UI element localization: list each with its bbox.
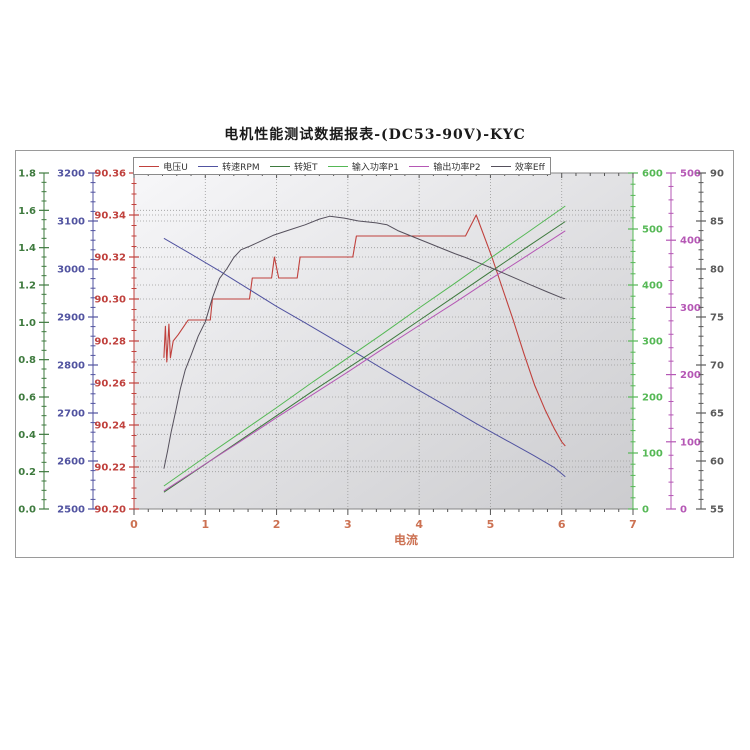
rpm-tick-label: 3100 — [57, 217, 85, 228]
series-p2 — [163, 230, 566, 492]
rpm-tick-label: 2700 — [57, 409, 85, 420]
rpm-tick-label: 2800 — [57, 361, 85, 372]
voltage-tick-label: 90.34 — [94, 211, 126, 222]
torque-tick-label: 0.2 — [18, 467, 36, 478]
x-tick-label: 4 — [415, 518, 423, 531]
rpm-tick-label: 3000 — [57, 265, 85, 276]
legend-line-swatch — [139, 165, 160, 167]
x-axis-title: 电流 — [394, 532, 418, 547]
voltage-tick-label: 90.20 — [94, 505, 126, 516]
eff-tick-label: 90 — [710, 169, 724, 180]
p1-tick-label: 500 — [642, 225, 663, 236]
torque-tick-label: 0.0 — [18, 505, 36, 516]
legend-label: 输入功率P1 — [351, 162, 400, 173]
p1-tick-label: 0 — [642, 505, 649, 516]
eff-tick-label: 75 — [710, 313, 724, 324]
p1-tick-label: 600 — [642, 169, 663, 180]
page-title: 电机性能测试数据报表-(DC53-90V)-KYC — [224, 127, 526, 143]
torque-tick-label: 1.0 — [18, 318, 36, 329]
legend-line-swatch — [198, 165, 219, 167]
eff-tick-label: 55 — [710, 505, 724, 516]
p1-tick-label: 300 — [642, 337, 663, 348]
rpm-tick-label: 2900 — [57, 313, 85, 324]
eff-tick-label: 60 — [710, 457, 724, 468]
series-p1 — [163, 205, 566, 487]
voltage-tick-label: 90.30 — [94, 295, 126, 306]
legend-line-swatch — [327, 165, 348, 167]
voltage-tick-label: 90.24 — [94, 421, 126, 432]
voltage-tick-label: 90.32 — [94, 253, 126, 264]
x-tick-label: 5 — [487, 518, 495, 531]
p2-tick-label: 500 — [680, 169, 701, 180]
legend-label: 输出功率P2 — [433, 162, 481, 173]
voltage-tick-label: 90.22 — [94, 463, 126, 474]
legend-item: 输入功率P1 — [327, 160, 400, 173]
torque-tick-label: 0.6 — [18, 393, 36, 404]
torque-tick-label: 1.6 — [18, 206, 36, 217]
chart-frame: 电压U 转速RPM 转矩T 输入功率P1 输出功率P2 效率Eff 0.0 0.2 0.4 0.… — [15, 150, 734, 558]
x-tick-label: 7 — [629, 518, 637, 531]
eff-tick-label: 80 — [710, 265, 724, 276]
series-eff — [163, 215, 566, 469]
series-torque — [163, 221, 566, 493]
series-rpm — [163, 237, 566, 478]
p2-tick-label: 300 — [680, 303, 701, 314]
x-tick-label: 0 — [130, 518, 138, 531]
legend-item: 转速RPM — [198, 160, 260, 173]
torque-tick-label: 1.4 — [18, 243, 36, 254]
legend-item: 效率Eff — [490, 160, 545, 173]
p2-tick-label: 0 — [680, 505, 687, 516]
eff-tick-label: 85 — [710, 217, 724, 228]
legend-label: 效率Eff — [514, 162, 545, 173]
legend-line-swatch — [490, 165, 511, 167]
voltage-tick-label: 90.36 — [94, 169, 126, 180]
p2-tick-label: 400 — [680, 236, 701, 247]
series-voltage — [163, 214, 566, 447]
torque-tick-label: 1.2 — [18, 281, 36, 292]
p1-tick-label: 200 — [642, 393, 663, 404]
p1-tick-label: 400 — [642, 281, 663, 292]
x-tick-label: 2 — [273, 518, 281, 531]
legend-item: 输出功率P2 — [409, 160, 481, 173]
chart-legend: 电压U 转速RPM 转矩T 输入功率P1 输出功率P2 效率Eff — [133, 157, 551, 175]
legend-item: 电压U — [139, 160, 188, 173]
x-tick-label: 1 — [201, 518, 209, 531]
voltage-tick-label: 90.26 — [94, 379, 126, 390]
legend-line-swatch — [409, 165, 430, 167]
x-tick-label: 6 — [558, 518, 566, 531]
legend-label: 转矩T — [293, 162, 318, 173]
p2-tick-label: 100 — [680, 437, 701, 448]
eff-tick-label: 70 — [710, 361, 724, 372]
legend-item: 转矩T — [269, 160, 318, 173]
rpm-tick-label: 2600 — [57, 457, 85, 468]
p1-tick-label: 100 — [642, 449, 663, 460]
torque-tick-label: 1.8 — [18, 169, 36, 180]
legend-label: 转速RPM — [222, 162, 260, 173]
legend-line-swatch — [269, 165, 290, 167]
rpm-tick-label: 2500 — [57, 505, 85, 516]
p2-tick-label: 200 — [680, 370, 701, 381]
voltage-tick-label: 90.28 — [94, 337, 126, 348]
legend-label: 电压U — [163, 162, 188, 173]
x-tick-label: 3 — [344, 518, 352, 531]
eff-tick-label: 65 — [710, 409, 724, 420]
performance-chart: 0.00.20.40.60.81.01.21.41.61.82500260027… — [18, 169, 724, 548]
rpm-tick-label: 3200 — [57, 169, 85, 180]
torque-tick-label: 0.8 — [18, 355, 36, 366]
torque-tick-label: 0.4 — [18, 430, 36, 441]
